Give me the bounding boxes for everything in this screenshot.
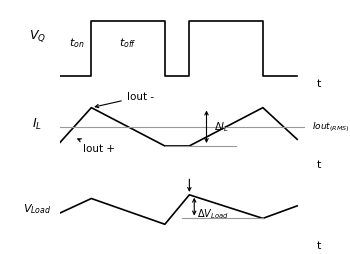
Text: t: t — [317, 241, 321, 251]
Text: $t_{on}$: $t_{on}$ — [69, 36, 84, 50]
Text: $t_{off}$: $t_{off}$ — [119, 36, 137, 50]
Text: $Iout_{(RMS)}$: $Iout_{(RMS)}$ — [312, 120, 350, 134]
Text: Iout -: Iout - — [95, 92, 154, 108]
Text: $I_L$: $I_L$ — [33, 117, 42, 132]
Text: Iout +: Iout + — [78, 139, 115, 154]
Text: $\Delta V_{Load}$: $\Delta V_{Load}$ — [197, 207, 229, 221]
Text: t: t — [317, 79, 321, 89]
Text: $V_Q$: $V_Q$ — [29, 28, 46, 44]
Text: t: t — [317, 160, 321, 170]
Text: $V_{Load}$: $V_{Load}$ — [23, 203, 52, 216]
Text: $\Delta I_L$: $\Delta I_L$ — [214, 120, 229, 134]
